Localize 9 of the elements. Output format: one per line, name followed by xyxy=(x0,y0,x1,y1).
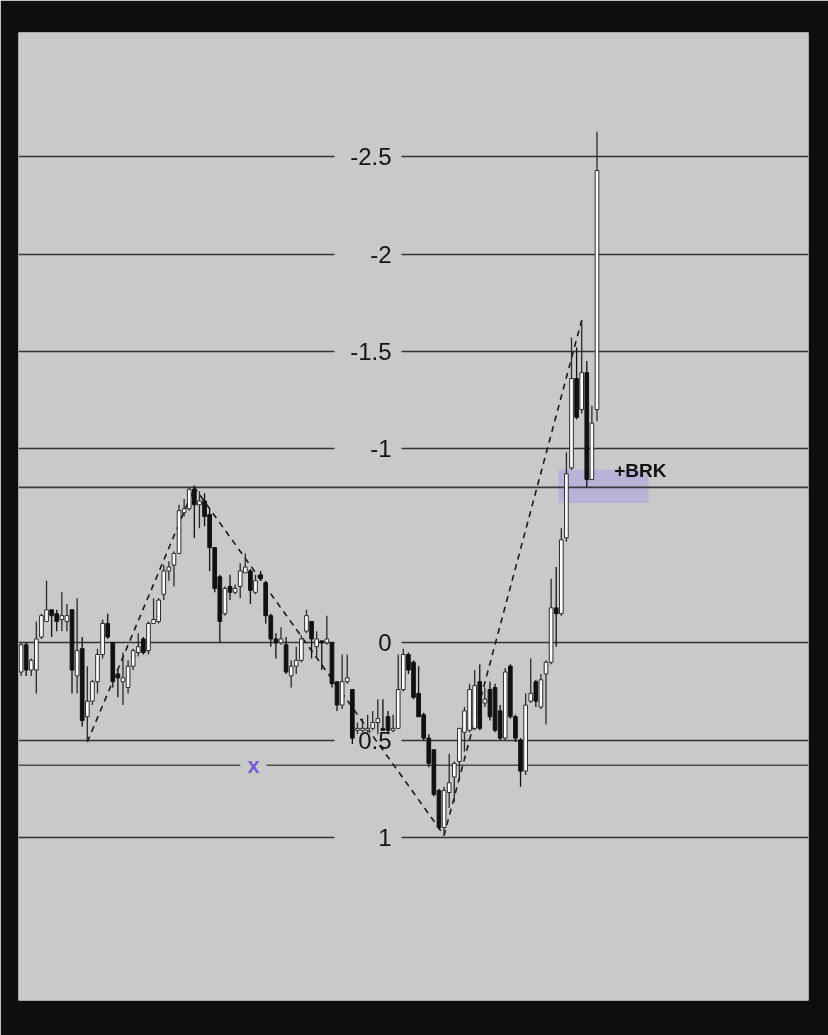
y-tick-label: 0.5 xyxy=(358,726,392,754)
ref-line-label: +BRK xyxy=(614,460,667,482)
y-tick-label: -2.5 xyxy=(350,143,392,171)
y-tick-label: -1 xyxy=(370,434,392,462)
y-tick-label: -1.5 xyxy=(350,337,392,365)
ref-line-label: x xyxy=(247,752,261,778)
y-tick-label: 1 xyxy=(378,823,392,851)
y-tick-label: 0 xyxy=(378,629,392,657)
y-tick-label: -2 xyxy=(370,240,392,268)
